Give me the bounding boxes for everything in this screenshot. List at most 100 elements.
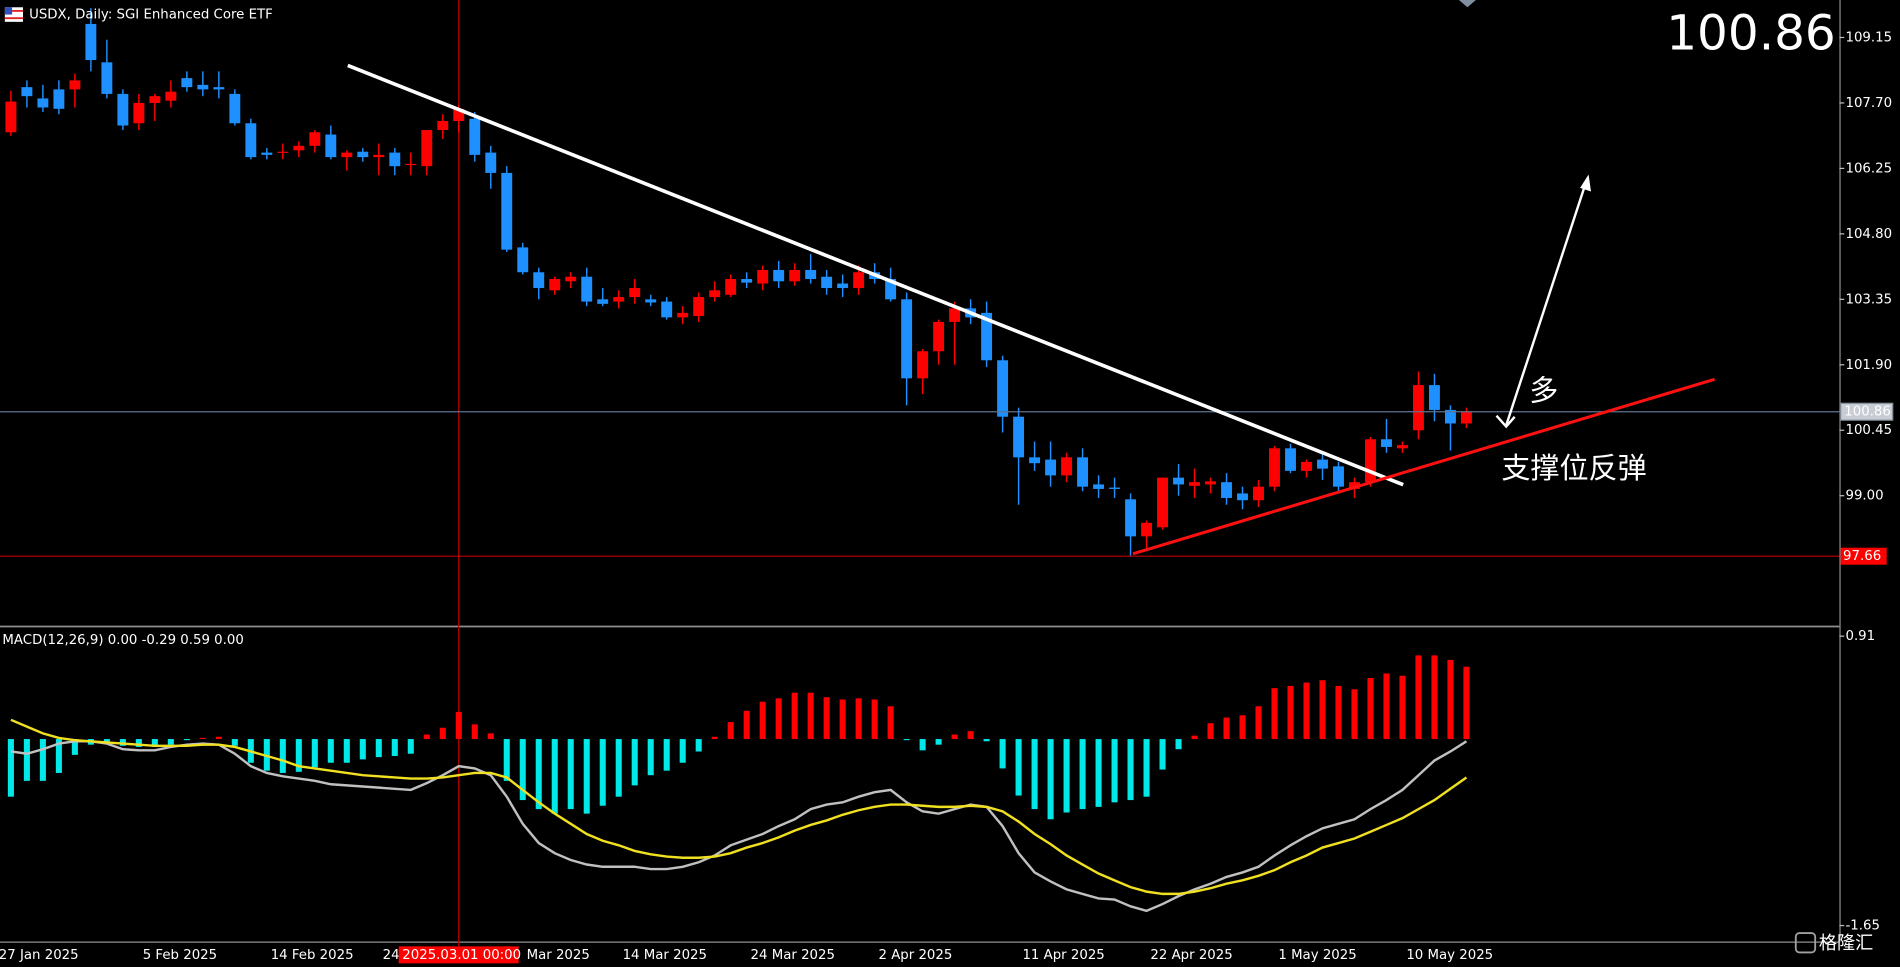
resistance-trendline xyxy=(347,63,1404,487)
macd-bar xyxy=(311,739,318,768)
macd-bar xyxy=(663,739,670,771)
candle-body xyxy=(981,312,993,361)
y-tick-label: 99.00 xyxy=(1845,489,1883,504)
x-tick-label: 5 Feb 2025 xyxy=(143,948,217,963)
candle-body xyxy=(1285,448,1296,471)
y-tick-label: 106.25 xyxy=(1845,161,1892,176)
candle-body xyxy=(517,247,529,273)
y-tick-label: 107.70 xyxy=(1845,96,1892,111)
x-tick-label: 22 Apr 2025 xyxy=(1150,948,1232,963)
macd-bar xyxy=(1271,688,1278,740)
drawings: 多 支撑位反弹 xyxy=(347,63,1716,556)
data-layer: 109.15 107.70 106.25 104.80 103.35 101.90 100.… xyxy=(0,8,1894,964)
candle-body xyxy=(933,321,945,352)
macd-bar xyxy=(135,739,142,747)
candle-body xyxy=(133,102,145,124)
candle-body xyxy=(357,151,369,158)
macd-bar xyxy=(151,739,158,747)
macd-bar xyxy=(535,739,542,810)
candle-body xyxy=(581,276,593,302)
candle-body xyxy=(789,269,801,282)
candle-body xyxy=(437,121,449,131)
candle-body xyxy=(149,96,161,103)
candle-body xyxy=(629,288,641,298)
candle-body xyxy=(1460,411,1472,424)
x-tick-label: 24 Mar 2025 xyxy=(751,948,835,963)
macd-bar xyxy=(1463,666,1470,740)
macd-bar xyxy=(599,739,606,806)
macd-bar xyxy=(1063,739,1070,813)
candle-body xyxy=(1189,482,1200,486)
macd-bar xyxy=(711,736,718,740)
arrow-head xyxy=(1580,174,1592,192)
support-trendline xyxy=(1132,377,1716,556)
candle-body xyxy=(1077,457,1089,487)
y-tick-label: 109.15 xyxy=(1845,30,1892,45)
macd-bar xyxy=(631,739,638,786)
low-line-box xyxy=(1840,547,1887,565)
candle-body xyxy=(949,308,961,322)
candle-body xyxy=(709,290,721,298)
candle-body xyxy=(1349,482,1360,489)
macd-bar xyxy=(935,739,942,745)
macd-bar xyxy=(823,697,830,740)
last-price-box xyxy=(1840,402,1894,421)
candle-body xyxy=(1397,445,1408,449)
macd-bar xyxy=(1335,685,1342,740)
macd-bar xyxy=(1351,689,1358,740)
arrow-shaft xyxy=(1505,181,1588,426)
low-line-label: 97.66 xyxy=(1843,549,1881,564)
macd-bar xyxy=(183,739,190,741)
macd-bar xyxy=(167,739,174,745)
macd-bar xyxy=(455,711,462,740)
macd-bar xyxy=(199,737,206,740)
candle-body xyxy=(1141,522,1152,537)
candle-body xyxy=(917,351,929,379)
candle-body xyxy=(229,93,241,124)
annotation: 支撑位反弹 xyxy=(1501,451,1646,485)
macd-bar xyxy=(1223,717,1230,740)
macd-bar xyxy=(1143,739,1150,797)
watermark-text: 格隆汇 xyxy=(1819,933,1873,954)
macd-bar xyxy=(1191,735,1198,740)
candle-body xyxy=(837,283,849,289)
candle-body xyxy=(997,360,1009,417)
candle-body xyxy=(885,279,897,300)
candle-body xyxy=(1365,439,1376,483)
candle-body xyxy=(693,297,705,317)
candle-body xyxy=(1413,385,1424,431)
watermark-logo xyxy=(1794,932,1817,954)
candle-body xyxy=(773,269,785,282)
candle-body xyxy=(53,89,65,109)
macd-bar xyxy=(791,692,798,740)
y-tick-label: 0.91 xyxy=(1845,629,1875,644)
candle-body xyxy=(1269,448,1280,487)
macd-bar xyxy=(743,710,750,740)
x-tick-label: 1 May 2025 xyxy=(1278,948,1356,963)
macd-bar xyxy=(423,734,430,740)
x-tick-label: 14 Feb 2025 xyxy=(271,948,354,963)
candle-body xyxy=(373,154,385,158)
macd-bar xyxy=(727,722,734,740)
candle-body xyxy=(741,279,753,283)
watermark: 格隆汇 xyxy=(1794,932,1873,954)
macd-bar xyxy=(967,731,974,740)
x-tick-label: 2 Apr 2025 xyxy=(879,948,953,963)
candle-body xyxy=(1333,466,1344,487)
macd-bar xyxy=(999,739,1006,769)
macd-bar xyxy=(1287,685,1294,740)
macd-title: MACD(12,26,9) 0.00 -0.29 0.59 0.00 xyxy=(2,633,243,648)
macd-bar xyxy=(439,727,446,740)
candle-body xyxy=(469,118,481,155)
candle-body xyxy=(341,152,353,158)
candle-body xyxy=(677,312,689,318)
macd-bar xyxy=(1079,739,1086,810)
y-tick-label: -1.65 xyxy=(1845,919,1879,934)
macd-bar xyxy=(1399,675,1406,740)
candle-body xyxy=(261,152,273,155)
candle-body xyxy=(245,123,257,158)
chart-title: USDX, Daily: SGI Enhanced Core ETF xyxy=(29,8,273,23)
candle-body xyxy=(309,132,321,146)
